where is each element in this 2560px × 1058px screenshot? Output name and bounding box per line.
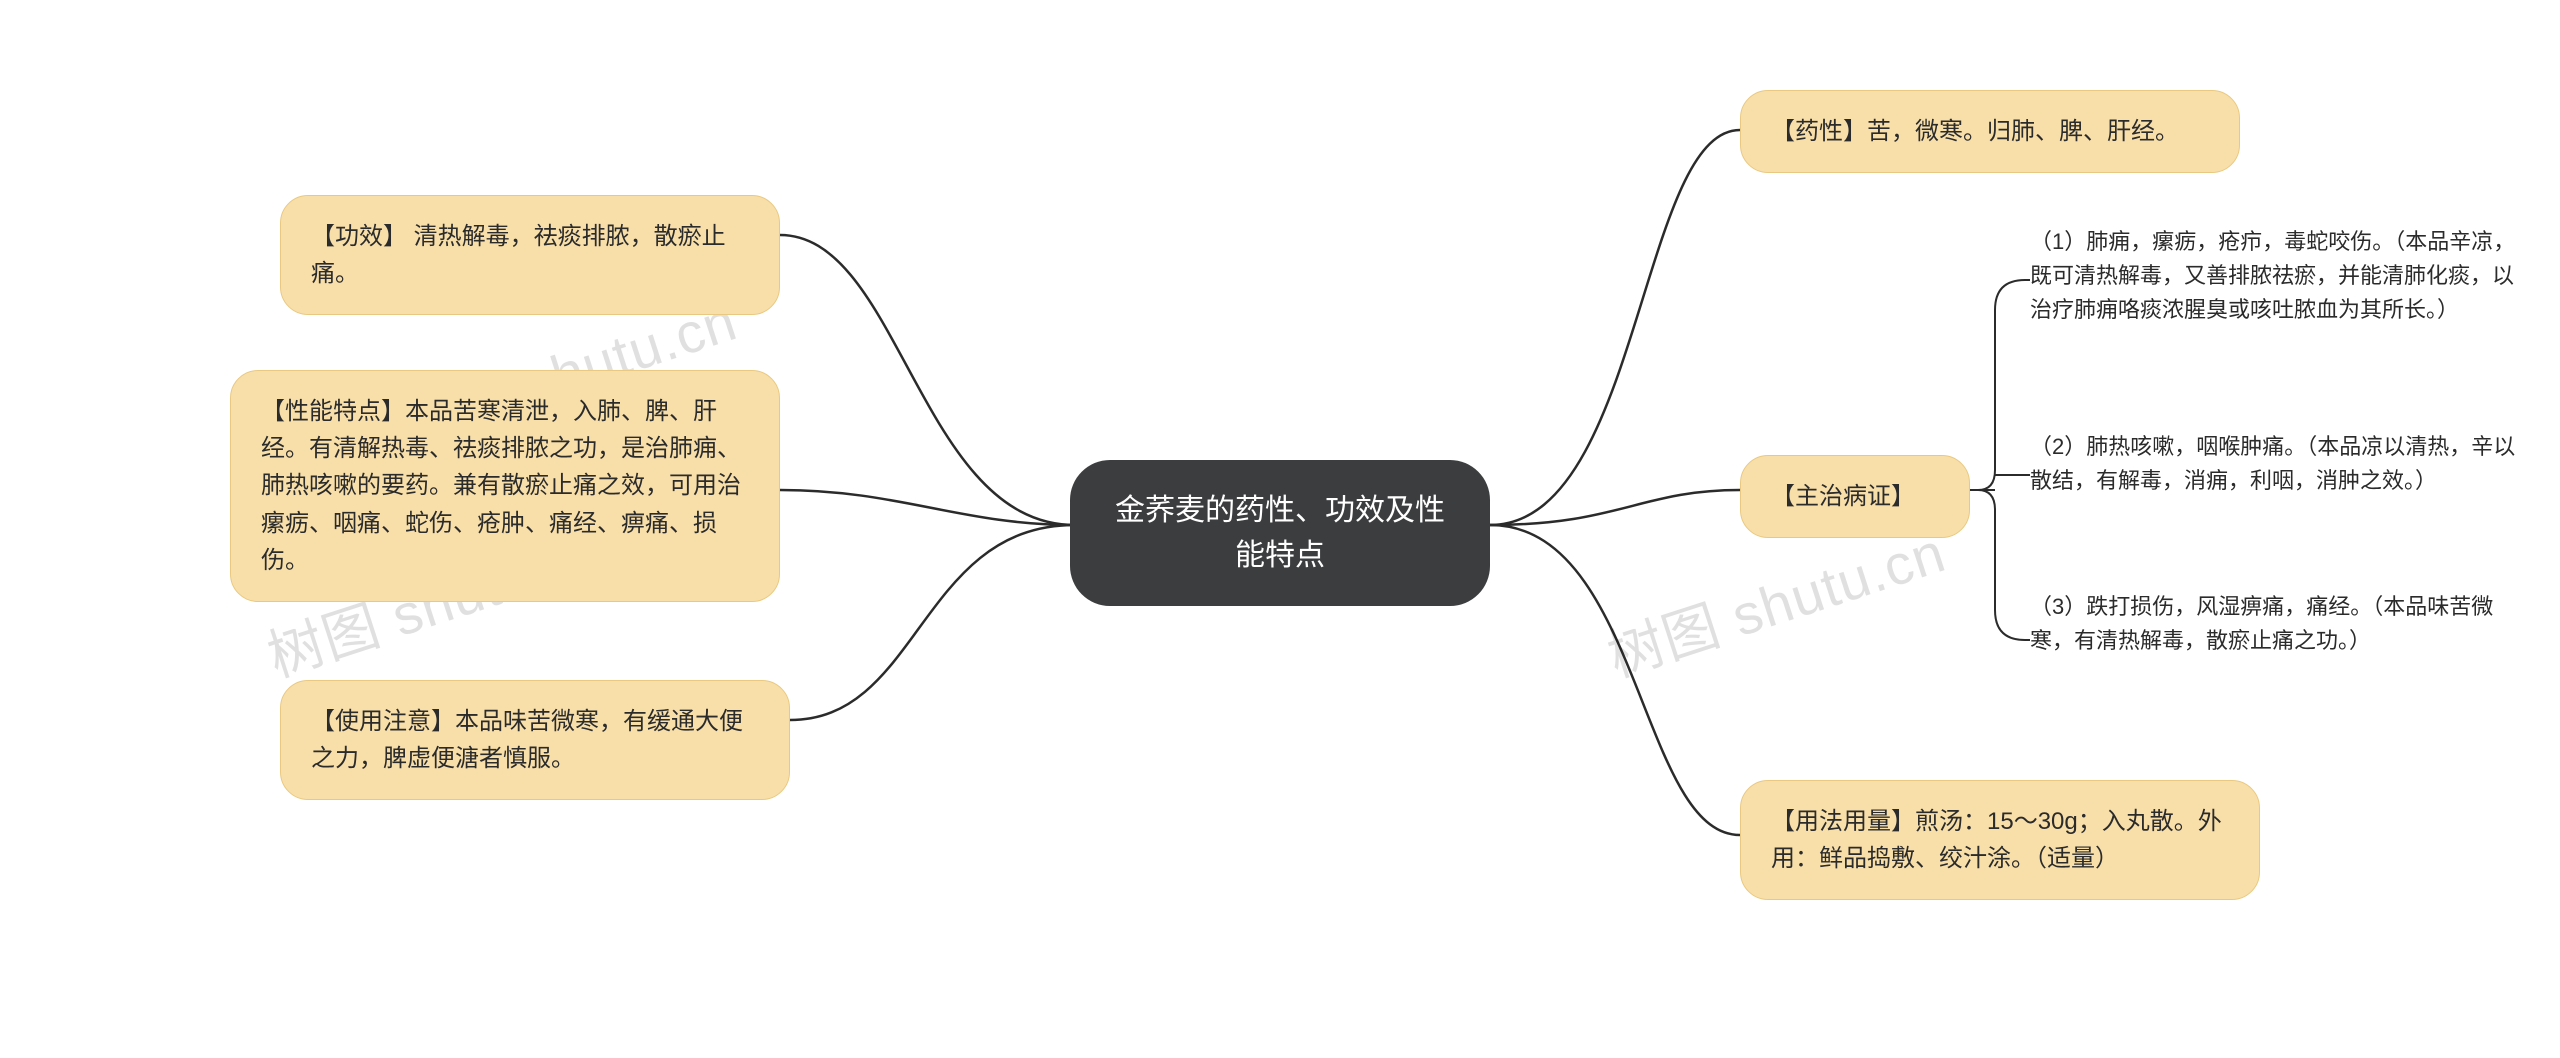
center-node[interactable]: 金荞麦的药性、功效及性能特点 bbox=[1070, 460, 1490, 606]
connector bbox=[790, 525, 1075, 720]
connector bbox=[1490, 525, 1740, 835]
connector bbox=[780, 490, 1075, 525]
indication-child-3[interactable]: （3）跌打损伤，风湿痹痛，痛经。（本品味苦微寒，有清热解毒，散瘀止痛之功。） bbox=[2030, 590, 2520, 658]
connector bbox=[1490, 130, 1740, 525]
right-node-dosage[interactable]: 【用法用量】煎汤：15～30g；入丸散。外用：鲜品捣敷、绞汁涂。（适量） bbox=[1740, 780, 2260, 900]
indication-child-1[interactable]: （1）肺痈，瘰疬，疮疖，毒蛇咬伤。（本品辛凉，既可清热解毒，又善排脓祛瘀，并能清… bbox=[2030, 225, 2520, 327]
mindmap-canvas: shutu.cn 树图 shutu.cn 树图 shutu.cn 金荞麦的药性、… bbox=[0, 0, 2560, 1058]
connector bbox=[780, 235, 1075, 525]
connector bbox=[1490, 490, 1740, 525]
indication-child-2[interactable]: （2）肺热咳嗽，咽喉肿痛。（本品凉以清热，辛以散结，有解毒，消痈，利咽，消肿之效… bbox=[2030, 430, 2520, 498]
right-node-indications[interactable]: 【主治病证】 bbox=[1740, 455, 1970, 538]
left-node-caution[interactable]: 【使用注意】本品味苦微寒，有缓通大便之力，脾虚便溏者慎服。 bbox=[280, 680, 790, 800]
left-node-characteristics[interactable]: 【性能特点】本品苦寒清泄，入肺、脾、肝经。有清解热毒、祛痰排脓之功，是治肺痈、肺… bbox=[230, 370, 780, 602]
right-node-property[interactable]: 【药性】苦，微寒。归肺、脾、肝经。 bbox=[1740, 90, 2240, 173]
left-node-efficacy[interactable]: 【功效】 清热解毒，祛痰排脓，散瘀止痛。 bbox=[280, 195, 780, 315]
bracket-curve bbox=[1978, 280, 2025, 640]
